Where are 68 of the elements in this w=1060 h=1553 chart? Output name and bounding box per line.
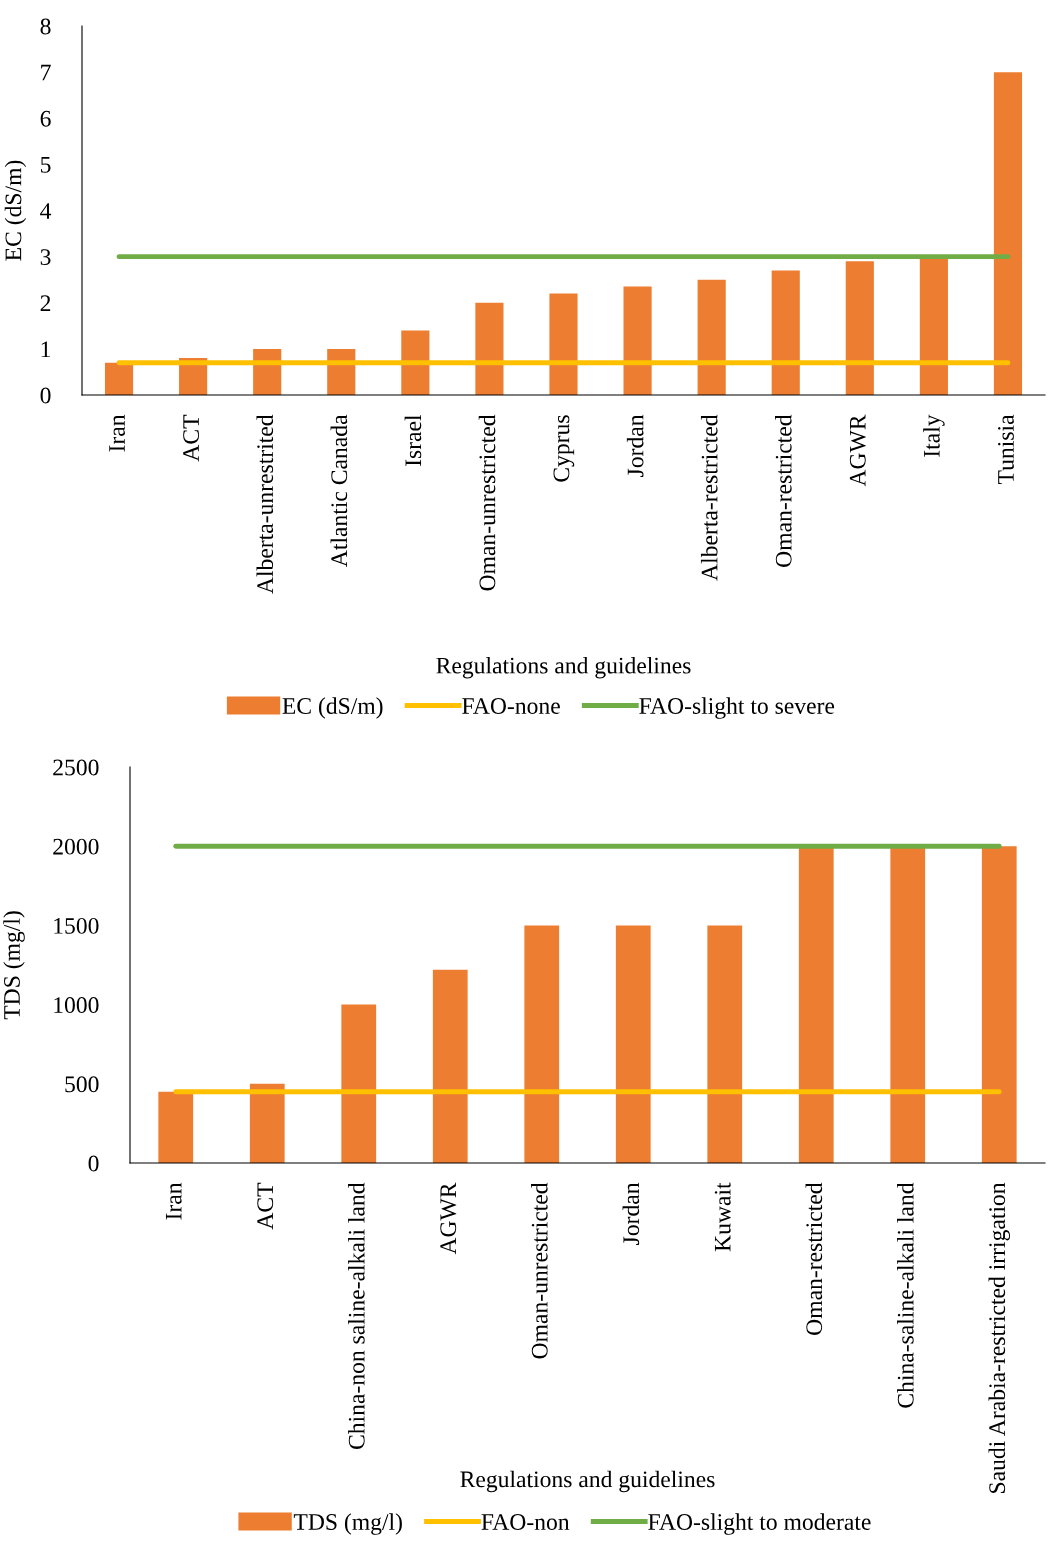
- x-tick-label: AGWR: [440, 1182, 457, 1255]
- x-tick-label: Saudi Arabia-restricted irrigation: [988, 1182, 1010, 1493]
- y-tick-label: 2500: [53, 759, 99, 776]
- y-tick-label: 1500: [54, 917, 99, 934]
- legend-label: EC (dS/m): [282, 697, 383, 719]
- x-tick-label: Oman-restricted: [805, 1182, 823, 1335]
- bar: [549, 293, 578, 395]
- x-tick-label: Iran: [165, 1182, 182, 1220]
- x-tick-label: Italy: [923, 414, 945, 457]
- x-tick-label: Oman-unrestricted: [531, 1182, 548, 1359]
- y-tick-label: 1000: [54, 997, 99, 1014]
- y-tick-label: 4: [40, 203, 52, 219]
- bar: [919, 256, 948, 395]
- legend-label: TDS (mg/l): [293, 1513, 402, 1535]
- y-tick-label: 1: [41, 341, 51, 358]
- x-tick-label: ACT: [257, 1182, 274, 1230]
- legend-label: FAO-slight to severe: [639, 697, 835, 719]
- bar: [845, 261, 874, 395]
- bar: [104, 362, 134, 395]
- y-tick-label: 2000: [53, 838, 99, 855]
- x-tick-label: Israel: [404, 414, 422, 467]
- x-tick-label: Alberta-restricted: [700, 414, 718, 581]
- bar: [623, 286, 652, 395]
- y-tick-label: 2: [40, 295, 51, 311]
- x-tick-label: Oman-unrestricted: [478, 414, 496, 591]
- bar: [993, 72, 1023, 395]
- x-tick-label: Jordan: [626, 414, 644, 477]
- x-tick-label: Jordan: [622, 1182, 640, 1245]
- x-tick-label: Atlantic Canada: [330, 414, 348, 567]
- y-axis-title: TDS (mg/l): [3, 911, 25, 1020]
- bar: [249, 1083, 285, 1163]
- bar: [401, 330, 430, 395]
- y-tick-label: 500: [65, 1076, 99, 1093]
- bar: [697, 279, 726, 395]
- y-tick-label: 6: [40, 110, 51, 127]
- y-axis-title: EC (dS/m): [4, 160, 27, 261]
- bar: [798, 846, 834, 1163]
- x-tick-label: Oman-restricted: [775, 414, 792, 567]
- bar: [524, 925, 560, 1163]
- bar: [771, 270, 800, 395]
- x-tick-label: Alberta-unrestrited: [256, 414, 274, 594]
- x-axis-title: Regulations and guidelines: [460, 1470, 715, 1493]
- x-tick-label: Iran: [109, 414, 125, 452]
- bar: [615, 925, 651, 1163]
- x-tick-label: China-non saline-alkali land: [348, 1182, 365, 1449]
- bar: [341, 1004, 377, 1163]
- legend-label: FAO-none: [462, 698, 560, 714]
- bar: [158, 1091, 194, 1163]
- x-tick-label: Cyprus: [553, 415, 575, 482]
- bar: [475, 302, 504, 395]
- y-tick-label: 3: [40, 249, 51, 266]
- legend-label: FAO-slight to moderate: [648, 1513, 871, 1535]
- x-tick-label: Tunisia: [998, 414, 1014, 485]
- bar: [707, 925, 743, 1163]
- bar: [432, 969, 468, 1163]
- x-tick-label: AGWR: [849, 414, 866, 487]
- x-tick-label: ACT: [183, 414, 200, 462]
- y-tick-label: 5: [41, 157, 51, 173]
- x-axis-title: Regulations and guidelines: [436, 656, 691, 679]
- y-tick-label: 8: [40, 18, 51, 35]
- x-tick-label: China-saline-alkali land: [897, 1182, 914, 1408]
- legend-label: FAO-non: [481, 1514, 570, 1530]
- x-tick-label: Kuwait: [714, 1182, 731, 1252]
- y-tick-label: 0: [88, 1155, 99, 1172]
- y-tick-label: 0: [40, 387, 51, 404]
- bar: [890, 846, 926, 1163]
- bar: [981, 846, 1017, 1163]
- y-tick-label: 7: [41, 64, 51, 81]
